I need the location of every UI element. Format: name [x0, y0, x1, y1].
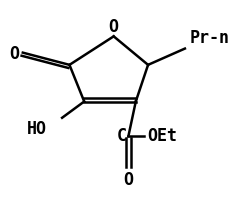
- Text: O: O: [109, 18, 119, 36]
- Text: O: O: [124, 170, 133, 188]
- Text: O: O: [9, 44, 19, 62]
- Text: OEt: OEt: [147, 126, 177, 144]
- Text: HO: HO: [27, 119, 47, 137]
- Text: Pr-n: Pr-n: [190, 28, 230, 46]
- Text: C: C: [117, 126, 127, 144]
